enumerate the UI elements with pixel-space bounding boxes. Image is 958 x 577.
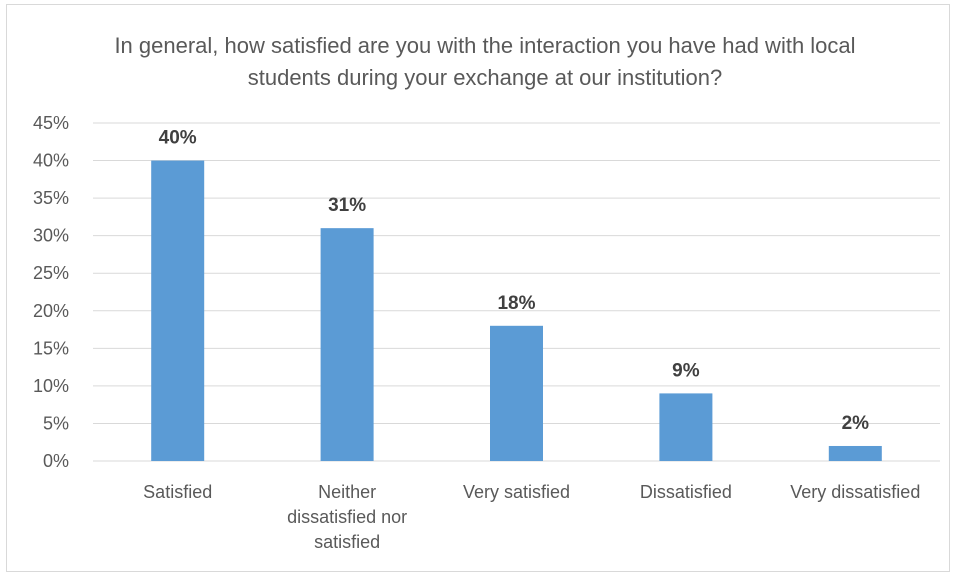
y-tick-label: 0% bbox=[43, 451, 69, 471]
bar bbox=[151, 160, 205, 462]
chart-title: In general, how satisfied are you with t… bbox=[114, 33, 856, 90]
y-tick-label: 10% bbox=[33, 376, 69, 396]
y-tick-label: 35% bbox=[33, 188, 69, 208]
y-tick-label: 45% bbox=[33, 113, 69, 133]
bar bbox=[659, 393, 713, 461]
x-category-label: Very satisfied bbox=[463, 482, 570, 502]
y-tick-label: 30% bbox=[33, 226, 69, 246]
bar bbox=[490, 325, 543, 461]
data-label: 2% bbox=[842, 413, 870, 434]
data-label: 31% bbox=[328, 195, 366, 216]
bar bbox=[828, 445, 882, 461]
y-tick-label: 5% bbox=[43, 413, 69, 433]
x-category-label: Satisfied bbox=[143, 482, 212, 502]
y-tick-label: 15% bbox=[33, 338, 69, 358]
data-label: 9% bbox=[672, 360, 700, 381]
data-label: 18% bbox=[497, 293, 535, 314]
x-category-label: Dissatisfied bbox=[640, 482, 732, 502]
x-category-label: Very dissatisfied bbox=[790, 482, 920, 502]
bar bbox=[320, 228, 374, 461]
data-label: 40% bbox=[159, 128, 197, 149]
y-tick-label: 40% bbox=[33, 151, 69, 171]
y-tick-label: 25% bbox=[33, 263, 69, 283]
y-tick-label: 20% bbox=[33, 301, 69, 321]
x-category-label: Neither dissatisfied nor satisfied bbox=[287, 482, 407, 552]
